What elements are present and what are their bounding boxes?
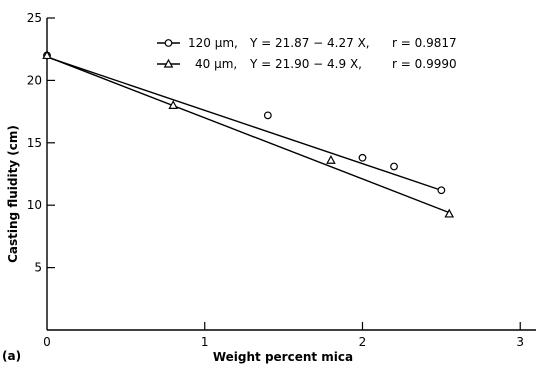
y-tick-label: 10 [27, 198, 42, 212]
triangle-data-point [326, 155, 336, 164]
triangle-data-point [168, 100, 179, 109]
y-tick-label: 15 [27, 136, 42, 150]
legend-name-120um: 120 μm, [188, 36, 238, 50]
panel-label: (a) [2, 349, 21, 363]
x-tick-label: 2 [359, 335, 367, 349]
y-axis-label: Casting fluidity (cm) [6, 125, 20, 263]
legend-equation-120um: Y = 21.87 − 4.27 X, [249, 36, 370, 50]
y-tick-label: 25 [27, 11, 42, 25]
triangle-data-point [444, 208, 455, 218]
data-markers [42, 50, 455, 218]
legend-r-120um: r = 0.9817 [392, 36, 457, 50]
fit-line-40um [46, 56, 450, 214]
legend-entry-40um: 40 μm, Y = 21.90 − 4.9 X, r = 0.9990 [157, 57, 457, 71]
y-tick-label: 20 [27, 73, 42, 87]
legend-entry-120um: 120 μm, Y = 21.87 − 4.27 X, r = 0.9817 [157, 36, 457, 50]
triangle-data-point [42, 50, 52, 60]
x-tick-label: 0 [43, 335, 51, 349]
circle-data-point [437, 186, 446, 195]
circle-data-point [358, 153, 367, 162]
x-tick-label: 3 [516, 335, 524, 349]
legend-name-40um: 40 μm, [195, 57, 237, 71]
legend: 120 μm, Y = 21.87 − 4.27 X, r = 0.9817 4… [157, 36, 457, 71]
x-axis-label: Weight percent mica [213, 350, 353, 364]
circle-data-point [263, 111, 272, 120]
legend-r-40um: r = 0.9990 [392, 57, 457, 71]
legend-equation-40um: Y = 21.90 − 4.9 X, [249, 57, 362, 71]
x-ticks: 0 1 2 3 [43, 322, 524, 349]
fit-lines [46, 56, 450, 214]
legend-triangle-marker [163, 58, 174, 68]
circle-data-point [390, 162, 398, 171]
fit-line-120um [46, 56, 445, 193]
y-tick-label: 5 [34, 261, 42, 275]
x-tick-label: 1 [201, 335, 209, 349]
y-ticks: 5 10 15 20 25 [27, 11, 55, 275]
legend-circle-marker [164, 39, 173, 47]
